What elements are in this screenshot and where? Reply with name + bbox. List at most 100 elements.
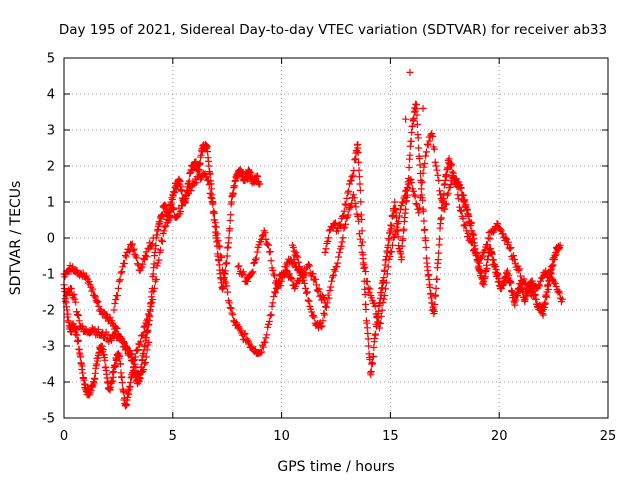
data-point <box>67 285 75 293</box>
data-point <box>318 322 326 330</box>
data-point <box>107 336 115 344</box>
data-point <box>457 184 465 192</box>
data-point <box>227 304 235 312</box>
data-point <box>133 254 141 262</box>
data-point <box>301 279 309 287</box>
data-point <box>78 362 86 370</box>
x-axis-label: GPS time / hours <box>277 459 394 475</box>
data-point <box>319 293 327 301</box>
data-point <box>471 248 479 256</box>
data-point <box>413 101 421 109</box>
data-point <box>457 207 465 215</box>
data-point <box>304 296 312 304</box>
data-point <box>117 269 125 277</box>
data-point <box>520 275 528 283</box>
data-point <box>507 244 515 252</box>
data-point-outlier <box>406 68 414 76</box>
data-point <box>320 309 328 317</box>
data-point <box>400 225 408 233</box>
data-point <box>262 334 270 342</box>
data-point <box>407 137 415 145</box>
data-point <box>469 239 477 247</box>
data-point <box>244 277 252 285</box>
data-point <box>356 230 364 238</box>
data-point <box>470 245 478 253</box>
data-point <box>552 282 560 290</box>
data-point <box>310 313 318 321</box>
data-point <box>535 281 543 289</box>
data-point <box>556 289 564 297</box>
data-point <box>122 342 130 350</box>
data-point <box>538 274 546 282</box>
data-point <box>256 180 264 188</box>
data-point <box>229 190 237 198</box>
data-point <box>75 317 83 325</box>
data-point <box>456 203 464 211</box>
y-tick-label: -3 <box>42 340 55 355</box>
data-point <box>129 356 137 364</box>
data-point <box>119 263 127 271</box>
data-point <box>407 175 415 183</box>
x-tick-label: 25 <box>600 429 617 444</box>
data-point <box>241 329 249 337</box>
data-point <box>94 326 102 334</box>
data-point <box>285 270 293 278</box>
data-point <box>297 266 305 274</box>
data-point <box>558 295 566 303</box>
data-point <box>172 213 180 221</box>
data-point <box>70 291 78 299</box>
data-point <box>290 256 298 264</box>
data-point <box>511 301 519 309</box>
data-point <box>71 295 79 303</box>
data-point <box>455 195 463 203</box>
data-point <box>271 288 279 296</box>
data-point <box>308 308 316 316</box>
y-tick-label: 3 <box>47 124 55 139</box>
data-point <box>382 279 390 287</box>
data-point <box>419 207 427 215</box>
data-point <box>258 348 266 356</box>
data-point <box>453 183 461 191</box>
data-point <box>324 237 332 245</box>
data-point <box>319 317 327 325</box>
data-point <box>396 212 404 220</box>
data-point <box>129 246 137 254</box>
data-point <box>440 190 448 198</box>
data-point <box>139 331 147 339</box>
data-point <box>441 205 449 213</box>
data-point <box>362 305 370 313</box>
data-point <box>515 266 523 274</box>
chart-title: Day 195 of 2021, Sidereal Day-to-day VTE… <box>59 22 607 38</box>
data-point <box>204 148 212 156</box>
data-point <box>528 277 536 285</box>
data-point <box>261 338 269 346</box>
data-point <box>240 330 248 338</box>
data-point <box>357 242 365 250</box>
data-point <box>270 293 278 301</box>
data-point <box>354 212 362 220</box>
data-point <box>398 198 406 206</box>
data-point <box>412 200 420 208</box>
y-tick-label: 5 <box>47 52 55 67</box>
data-point <box>408 179 416 187</box>
data-point <box>265 320 273 328</box>
data-point <box>325 227 333 235</box>
data-point <box>502 234 510 242</box>
data-point <box>91 293 99 301</box>
data-point <box>392 228 400 236</box>
data-point <box>130 245 138 253</box>
data-point <box>253 248 261 256</box>
data-point <box>333 263 341 271</box>
data-point <box>222 279 230 287</box>
data-point <box>155 256 163 264</box>
data-point <box>372 322 380 330</box>
data-point <box>145 338 153 346</box>
data-point <box>348 173 356 181</box>
x-tick-label: 0 <box>60 429 68 444</box>
data-point <box>421 225 429 233</box>
data-point <box>312 281 320 289</box>
data-point <box>461 221 469 229</box>
data-point <box>399 235 407 243</box>
data-point <box>342 220 350 228</box>
